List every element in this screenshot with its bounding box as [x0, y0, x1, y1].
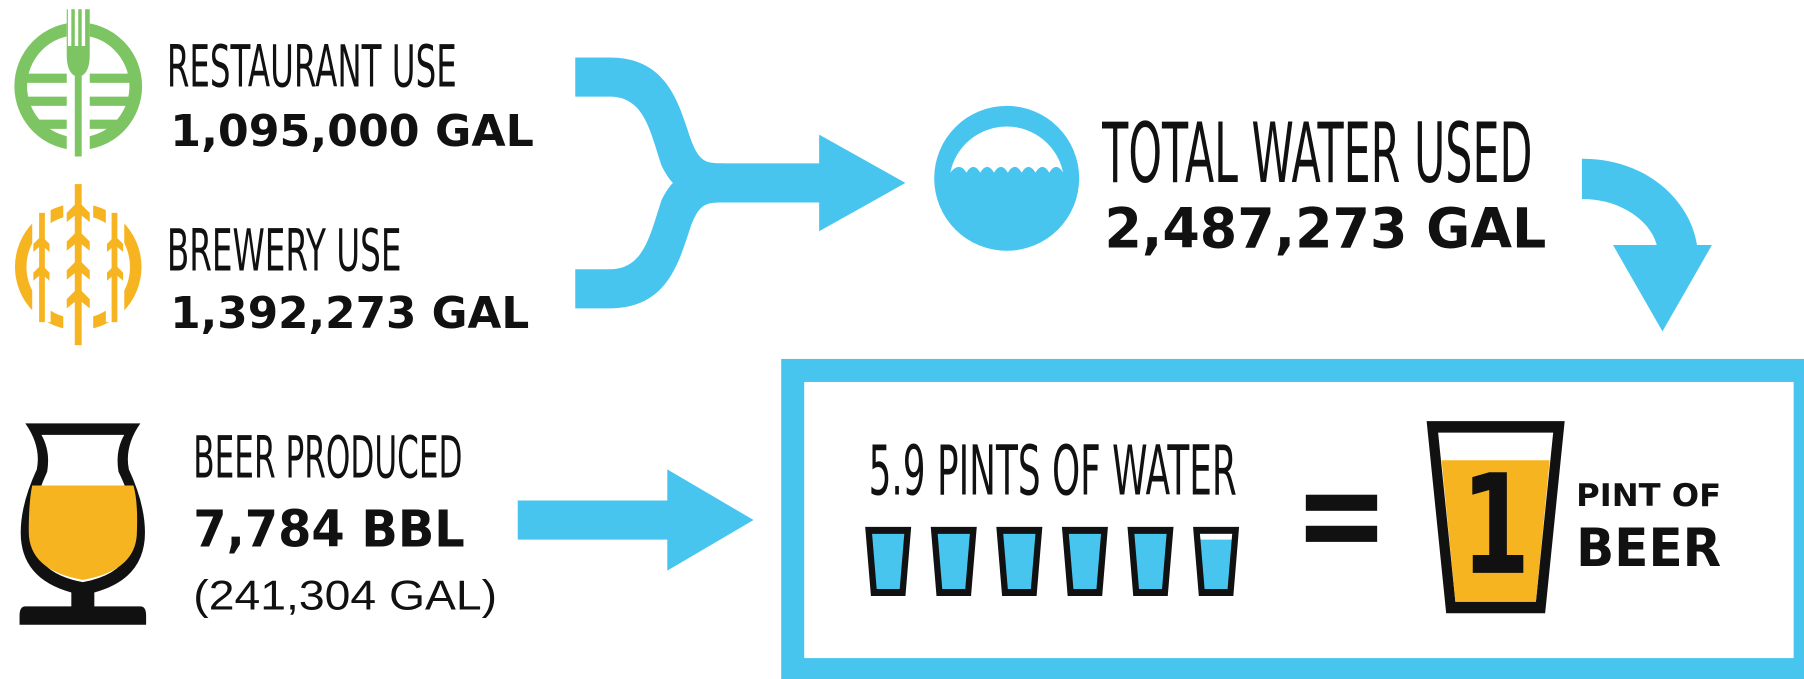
- water-pints-label: 5.9 PINTS OF WATER: [869, 432, 1237, 512]
- beer-gallons: (241,304 GAL): [193, 573, 497, 619]
- water-glass: [872, 533, 905, 590]
- water-glass: [1003, 533, 1036, 590]
- source-amount: 1,392,273 GAL: [170, 288, 529, 339]
- source-amount: 1,095,000 GAL: [170, 106, 534, 157]
- beer-glass-icon: [19, 423, 147, 625]
- glass-number: 1: [1461, 445, 1530, 606]
- brewery-icon: [14, 184, 142, 346]
- right-arrow: [517, 469, 754, 571]
- result-box: [781, 358, 1804, 679]
- restaurant-icon: [14, 9, 143, 157]
- water-glass: [1068, 533, 1102, 590]
- total-amount: 2,487,273 GAL: [1104, 197, 1546, 261]
- total-label: TOTAL WATER USED: [1102, 105, 1533, 202]
- beer-label: BEER PRODUCED: [193, 424, 462, 491]
- water-glass: [1134, 533, 1167, 590]
- down-arrow: [1581, 158, 1712, 332]
- source-label: BREWERY USE: [167, 217, 402, 284]
- water-icon: [934, 105, 1080, 251]
- content: RESTAURANT USE 1,095,000 GAL BREWERY USE…: [14, 9, 1804, 679]
- water-glasses: [865, 526, 1240, 596]
- water-glass: [1199, 533, 1233, 590]
- source-label: RESTAURANT USE: [167, 33, 457, 100]
- water-glass: [1199, 533, 1233, 540]
- beer-amount: 7,784 BBL: [193, 499, 465, 558]
- pint-glass-icon: 1: [1426, 421, 1565, 614]
- merge-arrow: [575, 57, 906, 309]
- beer-pint-line: PINT OF: [1576, 478, 1721, 514]
- beer-pint-line: BEER: [1576, 518, 1721, 579]
- equals-sign: [1305, 494, 1378, 542]
- water-glass: [937, 533, 970, 590]
